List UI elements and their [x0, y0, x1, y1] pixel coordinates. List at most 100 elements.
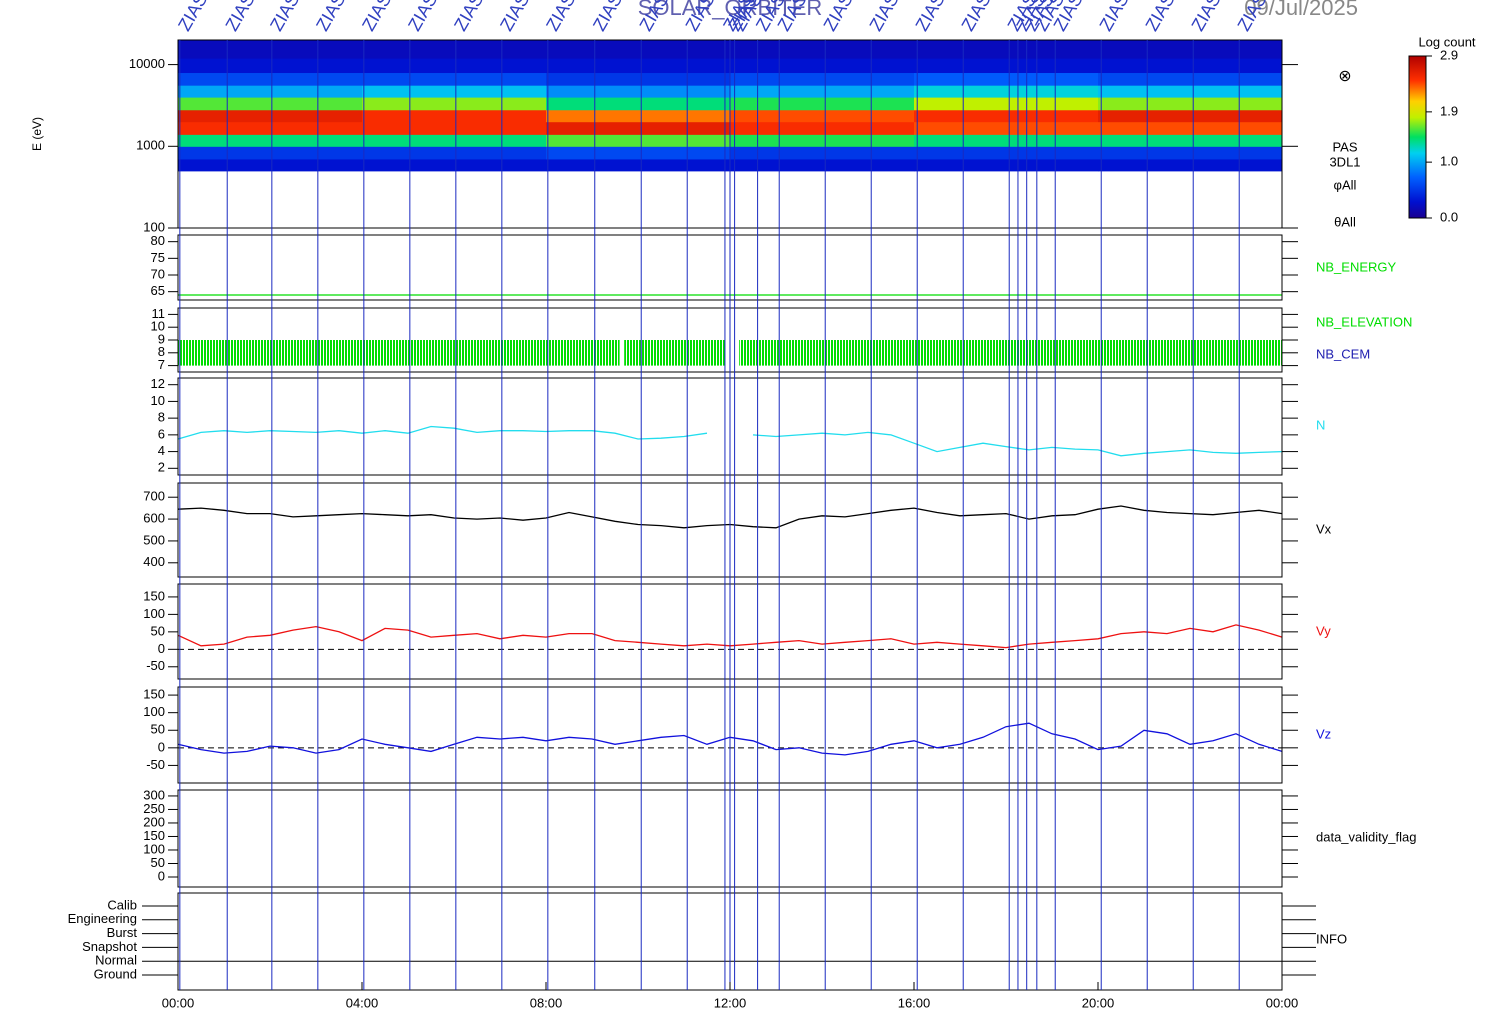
- spectrogram-cell: [178, 158, 363, 172]
- spectrogram-cell: [914, 146, 1099, 160]
- spectrogram-cell: [178, 40, 363, 59]
- spectrogram-cell: [546, 58, 731, 74]
- y-tick-label: 2: [158, 460, 165, 475]
- panel-label: PAS: [1332, 139, 1357, 154]
- y-tick-label: 75: [151, 250, 165, 265]
- spectrogram-cell: [178, 85, 363, 98]
- spectrogram-cell: [730, 85, 915, 98]
- event-label: ZIAS: [221, 0, 258, 34]
- spectrogram-cell: [362, 72, 547, 86]
- panel-label: 3DL1: [1329, 154, 1360, 169]
- y-axis-label: E (eV): [30, 117, 44, 151]
- panel-label: NB_CEM: [1316, 346, 1370, 361]
- x-tick-label: 12:00: [714, 995, 747, 1010]
- spectrogram-cell: [730, 121, 915, 135]
- y-tick-label: 500: [143, 532, 165, 547]
- panel-label: θAll: [1334, 214, 1356, 229]
- band-segment: [178, 340, 620, 366]
- spectrogram-cell: [914, 158, 1099, 172]
- colorbar-tick-label: 0.0: [1440, 209, 1458, 224]
- spectrogram-cell: [546, 158, 731, 172]
- event-label: ZIAS: [496, 0, 533, 34]
- y-tick-label: 600: [143, 511, 165, 526]
- y-tick-label: 12: [151, 376, 165, 391]
- spectrogram-cell: [546, 72, 731, 86]
- y-tick-label: 150: [143, 828, 165, 843]
- spectrogram-cell: [178, 146, 363, 160]
- colorbar-label: Log count: [1418, 34, 1475, 49]
- spectrogram-cell: [1098, 72, 1283, 86]
- y-tick-label: Burst: [107, 925, 138, 940]
- x-tick-label: 16:00: [898, 995, 931, 1010]
- event-label: ZIAS: [1095, 0, 1132, 34]
- event-label: ZIAS: [404, 0, 441, 34]
- y-tick-label: Normal: [95, 953, 137, 968]
- spectrogram-cell: [178, 121, 363, 135]
- spectrogram-cell: [730, 109, 915, 123]
- spectrogram-cell: [730, 72, 915, 86]
- spectrogram-cell: [362, 146, 547, 160]
- spectrogram-cell: [1098, 134, 1283, 147]
- spectrogram-cell: [1098, 58, 1283, 74]
- spectrogram-cell: [178, 97, 363, 111]
- y-tick-label: Snapshot: [82, 939, 137, 954]
- y-tick-label: 10: [151, 393, 165, 408]
- x-tick-label: 00:00: [1266, 995, 1299, 1010]
- spectrogram-cell: [362, 58, 547, 74]
- x-tick-label: 00:00: [162, 995, 195, 1010]
- y-tick-label: 50: [151, 855, 165, 870]
- panel-label: Vz: [1316, 726, 1331, 741]
- x-tick-label: 08:00: [530, 995, 563, 1010]
- y-tick-label: 400: [143, 554, 165, 569]
- y-tick-label: 8: [158, 344, 165, 359]
- panel-label: NB_ELEVATION: [1316, 314, 1412, 329]
- y-tick-label: 10: [151, 319, 165, 334]
- y-tick-label: 100: [143, 841, 165, 856]
- y-tick-label: 4: [158, 443, 165, 458]
- event-label: ZIAS: [589, 0, 626, 34]
- panel-label: NB_ENERGY: [1316, 259, 1397, 274]
- y-tick-label: 150: [143, 687, 165, 702]
- band-segment: [624, 340, 726, 366]
- title: SOLAR_ORBITER: [638, 0, 823, 20]
- y-tick-label: Ground: [94, 966, 137, 981]
- spectrogram-cell: [362, 158, 547, 172]
- y-tick-label: 1000: [136, 138, 165, 153]
- panel-label: φAll: [1334, 177, 1357, 192]
- y-tick-label: 8: [158, 410, 165, 425]
- y-tick-label: 100: [143, 606, 165, 621]
- spectrogram-cell: [362, 97, 547, 111]
- panel-label: N: [1316, 417, 1325, 432]
- spectrogram-cell: [914, 121, 1099, 135]
- spectrogram-cell: [546, 97, 731, 111]
- y-tick-label: 100: [143, 704, 165, 719]
- y-tick-label: -50: [146, 658, 165, 673]
- spectrogram-cell: [914, 58, 1099, 74]
- spectrogram-cell: [1098, 158, 1283, 172]
- panel-label: data_validity_flag: [1316, 829, 1416, 844]
- event-label: ZIAS: [911, 0, 948, 34]
- x-tick-label: 04:00: [346, 995, 379, 1010]
- spectrogram-cell: [546, 85, 731, 98]
- spectrogram-cell: [546, 109, 731, 123]
- event-label: ZIAS: [819, 0, 856, 34]
- y-tick-label: 0: [158, 868, 165, 883]
- y-tick-label: Calib: [107, 897, 137, 912]
- spectrogram-cell: [178, 134, 363, 147]
- band-segment: [739, 340, 1282, 366]
- y-tick-label: 700: [143, 489, 165, 504]
- event-label: ZIAS: [358, 0, 395, 34]
- spectrogram-cell: [914, 109, 1099, 123]
- y-tick-label: 9: [158, 331, 165, 346]
- spectrogram-cell: [914, 97, 1099, 111]
- spectrogram-cell: [730, 146, 915, 160]
- spectrogram-cell: [1098, 121, 1283, 135]
- event-label: ZIAS: [865, 0, 902, 34]
- spectrogram-cell: [1098, 97, 1283, 111]
- x-tick-label: 20:00: [1082, 995, 1115, 1010]
- spectrogram-cell: [178, 109, 363, 123]
- y-tick-label: 50: [151, 623, 165, 638]
- spectrogram-cell: [730, 158, 915, 172]
- spectrogram-cell: [1098, 85, 1283, 98]
